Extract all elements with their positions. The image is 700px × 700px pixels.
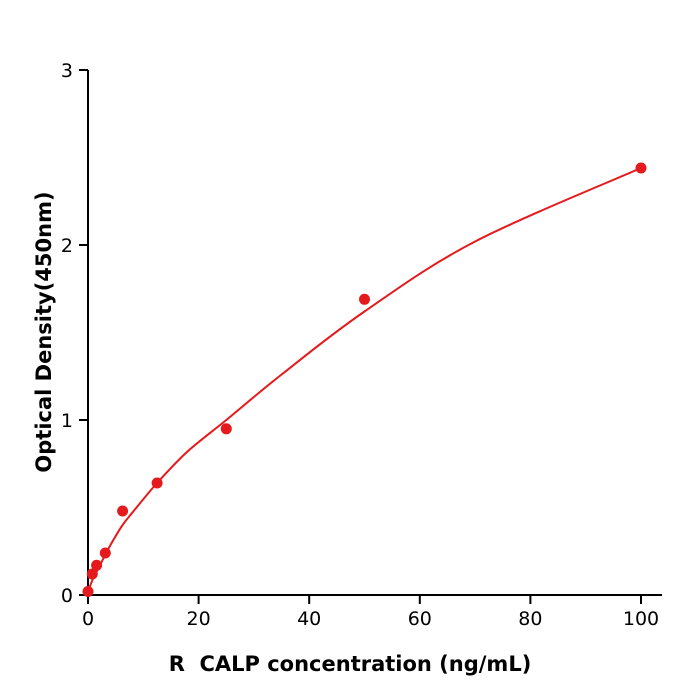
fit-curve — [87, 167, 642, 593]
y-tick-label: 2 — [61, 235, 73, 257]
data-point — [359, 293, 370, 305]
x-tick-label: 80 — [518, 608, 542, 630]
y-tick-label: 3 — [61, 60, 73, 82]
x-tick-label: 0 — [82, 608, 94, 630]
data-point — [151, 477, 163, 489]
data-point — [635, 162, 647, 174]
data-point — [220, 423, 232, 435]
y-tick-label: 1 — [61, 410, 73, 432]
x-tick-label: 20 — [187, 608, 211, 630]
x-tick-label: 40 — [297, 608, 321, 630]
data-point — [82, 586, 94, 597]
y-axis-title: Optical Density(450nm) — [32, 191, 56, 473]
data-point — [117, 505, 129, 517]
data-point — [99, 547, 111, 559]
x-tick-label: 100 — [623, 608, 659, 630]
x-axis-title: R CALP concentration (ng/mL) — [168, 652, 532, 676]
data-point — [91, 559, 103, 571]
y-tick-label: 0 — [61, 585, 73, 607]
data-point — [86, 568, 98, 580]
x-tick-label: 60 — [408, 608, 432, 630]
